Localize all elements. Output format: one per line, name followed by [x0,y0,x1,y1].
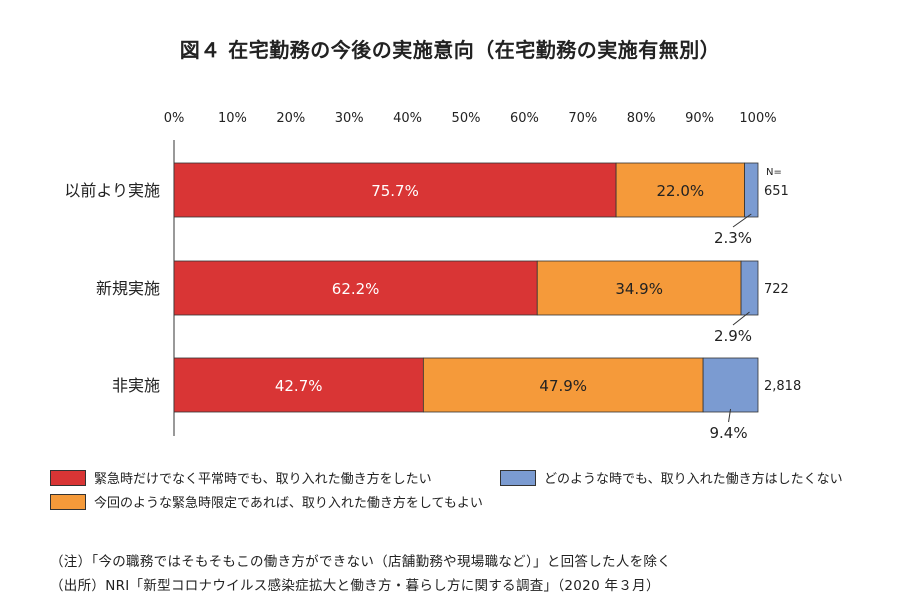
legend-label-always: 緊急時だけでなく平常時でも、取り入れた働き方をしたい [94,472,432,487]
bar-segment [536,260,742,316]
category-label: 新規実施 [96,279,160,298]
bar-segment [173,260,538,316]
x-tick-label: 40% [393,111,422,126]
x-tick-label: 100% [739,111,776,126]
data-label: 75.7% [371,182,419,200]
legend-label-never: どのような時でも、取り入れた働き方はしたくない [544,472,843,487]
bar-segment [615,162,745,218]
bar-segment [740,260,759,316]
bar-segment [744,162,759,218]
legend-item-emergency: 今回のような緊急時限定であれば、取り入れた働き方をしてもよい [50,492,483,511]
x-tick-label: 50% [452,111,481,126]
category-label: 以前より実施 [64,181,160,200]
chart-title: 図４ 在宅勤務の今後の実施意向（在宅勤務の実施有無別） [179,38,721,62]
n-value: 2,818 [764,379,801,394]
x-tick-label: 80% [627,111,656,126]
data-label: 2.3% [714,229,752,247]
data-label: 22.0% [656,182,704,200]
bar-segment [173,357,424,413]
x-tick-label: 30% [335,111,364,126]
n-value: 651 [764,184,789,199]
data-label: 2.9% [714,327,752,345]
x-tick-label: 70% [568,111,597,126]
x-tick-label: 20% [276,111,305,126]
category-label: 非実施 [112,376,160,395]
x-tick-label: 90% [685,111,714,126]
leader-line [728,408,732,423]
source-note: （出所）NRI「新型コロナウイルス感染症拡大と働き方・暮らし方に関する調査」（2… [50,578,660,594]
x-tick-label: 60% [510,111,539,126]
legend-swatch-emergency [50,493,86,510]
legend-swatch-never [500,469,536,486]
bar-segment [702,357,759,413]
data-label: 47.9% [539,377,587,395]
legend-item-never: どのような時でも、取り入れた働き方はしたくない [500,468,843,487]
n-value: 722 [764,282,789,297]
x-tick-label: 10% [218,111,247,126]
legend-label-emergency: 今回のような緊急時限定であれば、取り入れた働き方をしてもよい [94,496,483,511]
bar-segment [173,162,617,218]
bar-segment [422,357,704,413]
data-label: 34.9% [615,280,663,298]
data-label: 42.7% [275,377,323,395]
data-label: 9.4% [709,424,747,442]
legend-item-always: 緊急時だけでなく平常時でも、取り入れた働き方をしたい [50,468,432,487]
data-label: 62.2% [332,280,380,298]
leader-line [732,311,750,326]
n-header: N= [766,167,782,178]
legend-swatch-always [50,469,86,486]
leader-line [732,213,752,228]
x-tick-label: 0% [164,111,185,126]
footnote: （注）「今の職務ではそもそもこの働き方ができない（店舗勤務や現場職など）」と回答… [50,554,672,570]
